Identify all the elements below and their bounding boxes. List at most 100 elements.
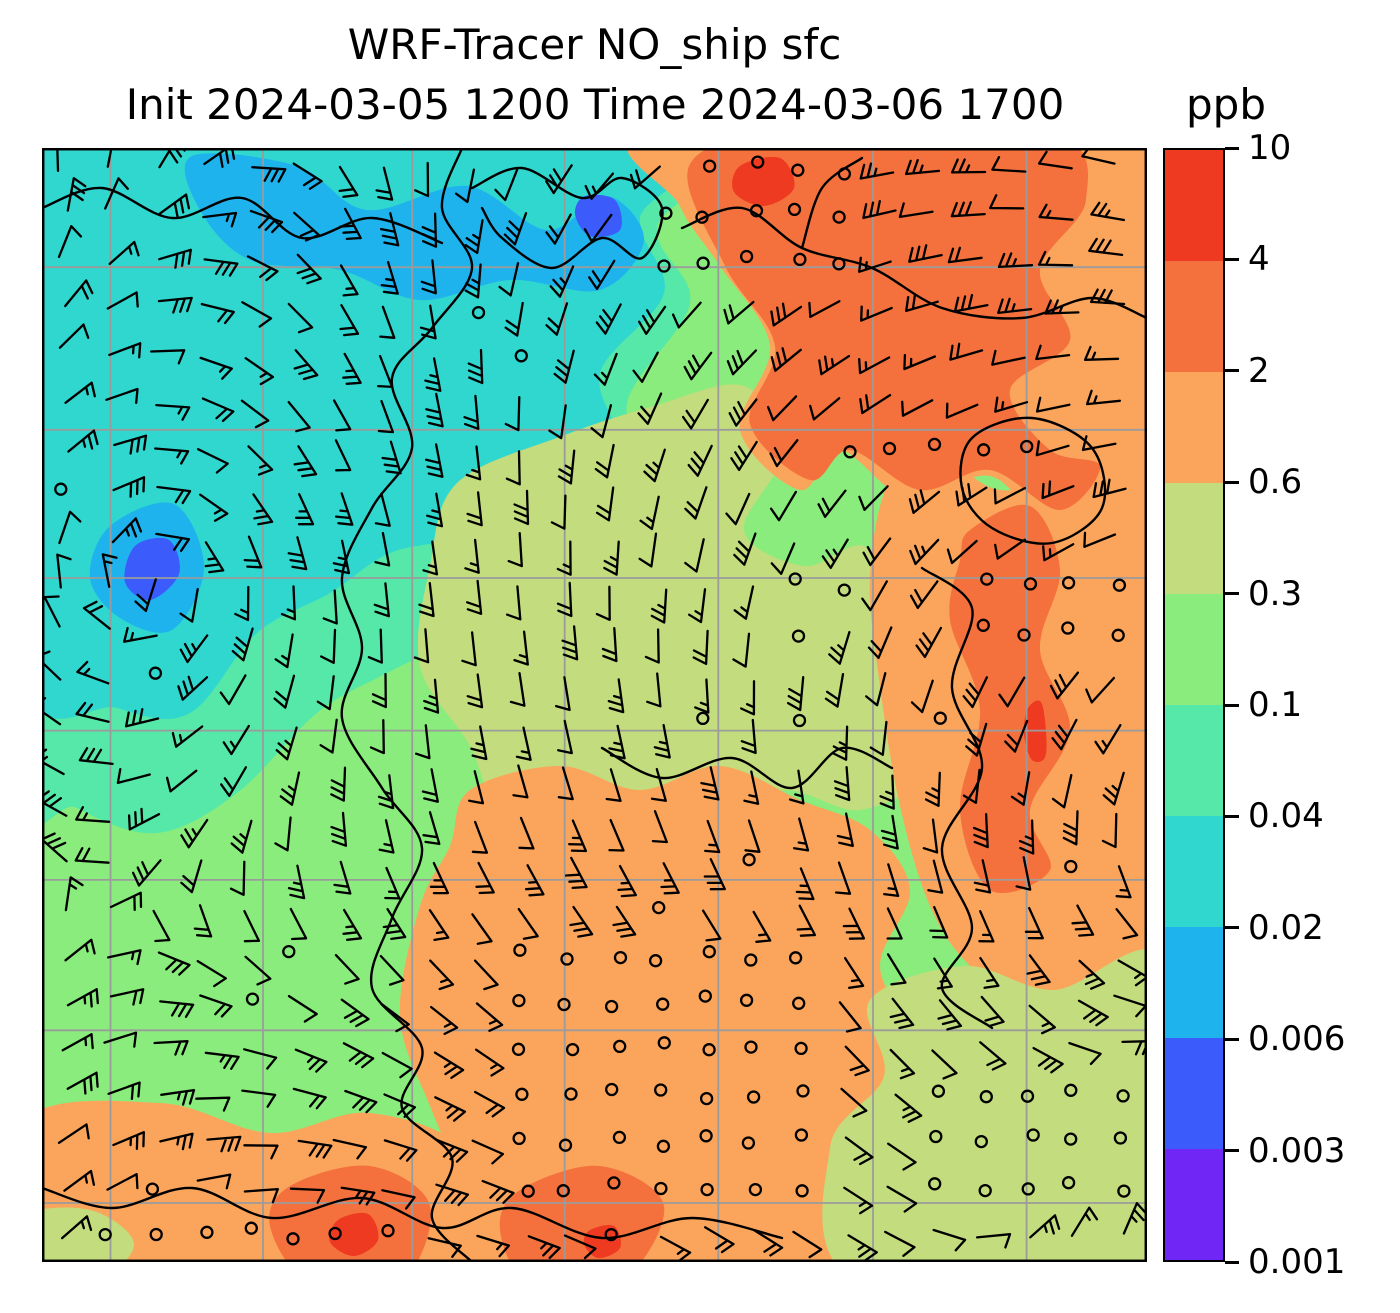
wind-barb [505, 450, 521, 486]
wind-barb [639, 495, 660, 531]
wind-barb [687, 444, 713, 477]
wind-barb [155, 532, 191, 552]
wind-barb [109, 988, 145, 1006]
wind-barb [294, 493, 315, 526]
calm-wind-circle [927, 437, 942, 452]
wind-barb [910, 679, 934, 714]
wind-barb [605, 768, 622, 802]
wind-barb [1044, 299, 1080, 315]
wind-barb [858, 256, 892, 273]
wind-barb [557, 449, 576, 485]
wind-barb [204, 541, 225, 574]
wind-barb [554, 676, 571, 712]
wind-barb [222, 724, 250, 756]
wind-barb [740, 718, 757, 755]
calm-wind-circle [699, 1091, 714, 1106]
wind-barb [180, 859, 203, 894]
wind-barb [165, 769, 198, 793]
wind-barb [179, 587, 199, 623]
wind-barb [946, 539, 978, 565]
calm-wind-circle [702, 159, 717, 173]
wind-barb [824, 672, 845, 708]
wind-barb [832, 725, 849, 761]
wind-barb [862, 199, 897, 220]
colorbar-tick-mark [1225, 1149, 1239, 1153]
wind-barb [196, 959, 227, 988]
wind-barb [994, 538, 1026, 560]
calm-wind-circle [976, 618, 990, 632]
wind-barb [950, 158, 987, 174]
wind-barb [733, 585, 755, 620]
wind-barb [426, 492, 444, 528]
wind-barb [377, 774, 395, 810]
coastline [470, 166, 664, 270]
wind-barb [770, 542, 796, 575]
wind-barb [339, 304, 360, 337]
wind-barb [273, 674, 296, 709]
wind-barb [904, 158, 941, 176]
calm-wind-circle [791, 629, 806, 643]
calm-wind-circle [613, 1039, 627, 1054]
wind-barb [843, 956, 865, 989]
wind-barb [287, 864, 306, 900]
calm-wind-circle [1061, 621, 1075, 635]
calm-wind-circle [793, 252, 807, 267]
wind-barb [643, 448, 666, 483]
wind-barb [905, 293, 939, 313]
wind-barb [374, 492, 391, 527]
wind-barb [320, 628, 337, 664]
wind-barb [858, 356, 891, 375]
wind-barb [766, 395, 798, 422]
wind-barb [744, 819, 761, 853]
wind-barb [201, 397, 235, 423]
wind-barb [330, 811, 348, 847]
wind-barb [865, 672, 887, 707]
wind-barb [463, 394, 480, 430]
coastline [42, 186, 444, 245]
wind-barb [862, 537, 892, 567]
colorbar-tick-mark [1225, 703, 1239, 707]
calm-wind-circle [1021, 1182, 1035, 1196]
wind-barb [230, 819, 253, 854]
wind-barb [504, 396, 521, 432]
wind-barb [339, 207, 362, 241]
colorbar-tick-label: 4 [1248, 239, 1270, 280]
colorbar-tick-label: 0.003 [1248, 1130, 1346, 1171]
field-region-darkorange-northeast [687, 148, 1101, 511]
wind-barb [422, 540, 439, 576]
wind-barb [795, 867, 815, 901]
calm-wind-circle [564, 1087, 578, 1101]
colorbar-segment [1165, 927, 1223, 1038]
wind-barb [421, 212, 438, 248]
wind-barb [732, 632, 751, 668]
wind-barb [123, 626, 158, 643]
wind-barb [342, 352, 362, 385]
wind-barb [334, 492, 354, 526]
wind-barb [1004, 719, 1029, 753]
wind-barb [1115, 865, 1132, 899]
map-plot [42, 148, 1147, 1262]
wind-barb [342, 908, 363, 941]
calm-wind-circle [648, 954, 663, 968]
wind-barb [106, 148, 113, 168]
wind-barb [297, 1139, 333, 1159]
wind-barb [177, 675, 209, 701]
wind-barb [590, 404, 613, 439]
wind-barb [1062, 810, 1079, 846]
wind-barb [886, 907, 903, 940]
wind-barb [545, 213, 572, 245]
wind-barb [113, 434, 148, 455]
wind-barb [468, 770, 485, 805]
calm-wind-circle [837, 167, 852, 181]
wind-barb [294, 1048, 328, 1073]
wind-barb [338, 165, 359, 198]
wind-barb [997, 252, 1034, 269]
wind-barb [332, 539, 351, 575]
wind-barb [433, 1051, 465, 1079]
wind-barb [844, 1136, 874, 1166]
chart-title: WRF-Tracer NO_ship sfc [347, 20, 842, 69]
wind-barb [979, 956, 1000, 989]
wind-barb [867, 626, 893, 660]
wind-barb [861, 580, 888, 612]
wind-barb [454, 168, 476, 204]
